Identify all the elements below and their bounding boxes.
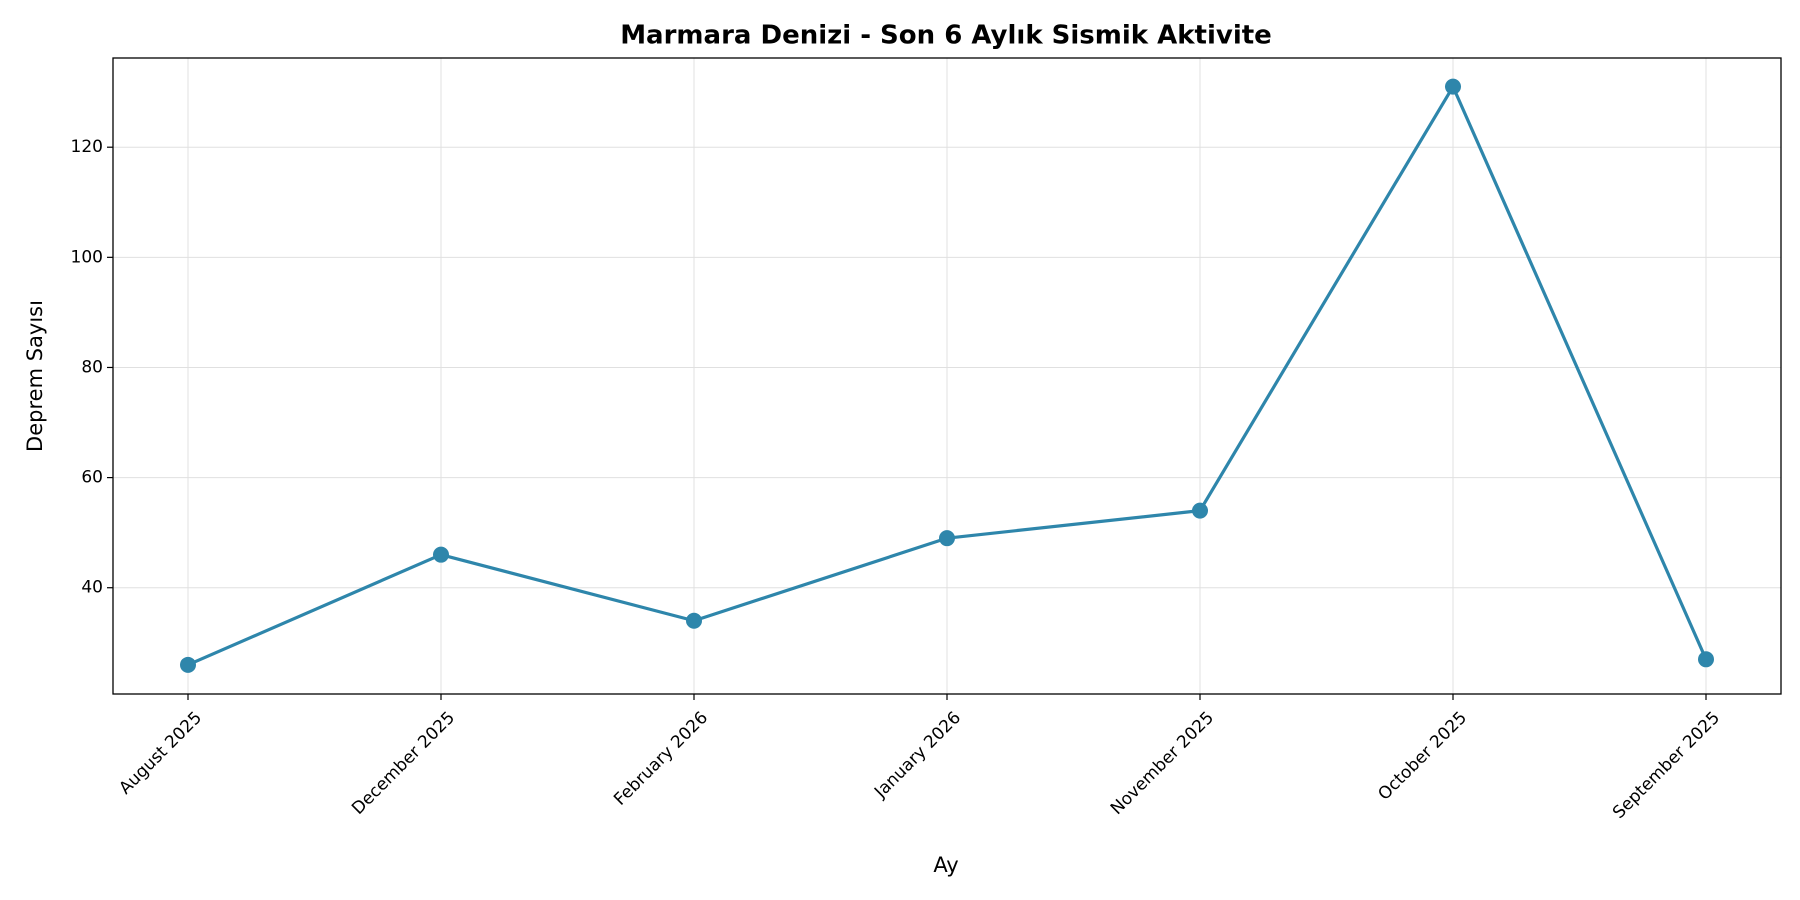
x-tick-label: December 2025 <box>348 708 459 819</box>
x-tick-label: February 2026 <box>610 708 712 810</box>
y-tick-label: 40 <box>81 578 103 598</box>
y-axis-label: Deprem Sayısı <box>23 300 47 452</box>
chart-title: Marmara Denizi - Son 6 Aylık Sismik Akti… <box>620 21 1272 51</box>
plot-frame <box>112 57 1782 695</box>
x-tick-label: August 2025 <box>115 708 206 799</box>
point <box>1445 78 1461 95</box>
x-tick-label: September 2025 <box>1609 708 1724 823</box>
y-tick-label: 80 <box>81 357 103 377</box>
point <box>939 530 955 547</box>
point <box>433 546 449 563</box>
point <box>1698 651 1714 668</box>
y-tick-label: 120 <box>71 137 103 157</box>
point <box>1192 502 1208 519</box>
x-tick-label: January 2026 <box>870 708 965 803</box>
y-tick-label: 100 <box>71 247 103 267</box>
point <box>180 656 196 673</box>
x-tick-label: November 2025 <box>1107 708 1218 819</box>
point <box>686 612 702 629</box>
x-tick-label: October 2025 <box>1374 708 1471 805</box>
y-tick-label: 60 <box>81 468 103 488</box>
x-axis-label: Ay <box>933 853 958 877</box>
